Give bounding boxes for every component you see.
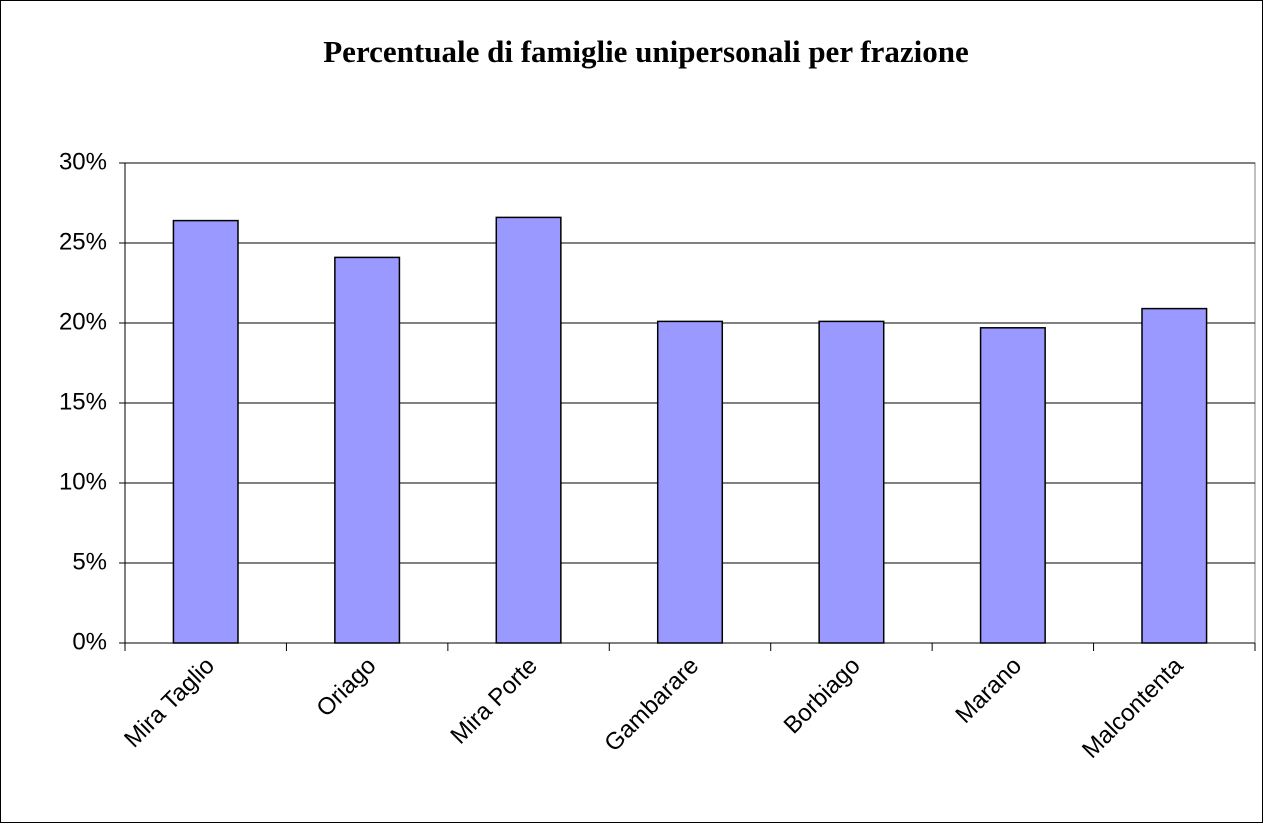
y-tick-label: 10%: [59, 468, 107, 495]
y-tick-label: 5%: [72, 548, 107, 575]
bar: [818, 320, 885, 644]
bar: [1141, 307, 1208, 644]
y-tick-label: 25%: [59, 228, 107, 255]
y-tick-label: 0%: [72, 628, 107, 655]
chart-title: Percentuale di famiglie unipersonali per…: [323, 34, 968, 69]
bar: [334, 256, 401, 644]
y-tick-label: 30%: [59, 148, 107, 175]
bar: [656, 320, 724, 644]
bar: [172, 219, 239, 644]
y-tick-label: 20%: [59, 308, 107, 335]
bar: [979, 327, 1046, 644]
bar: [495, 216, 562, 644]
y-tick-label: 15%: [59, 388, 107, 415]
